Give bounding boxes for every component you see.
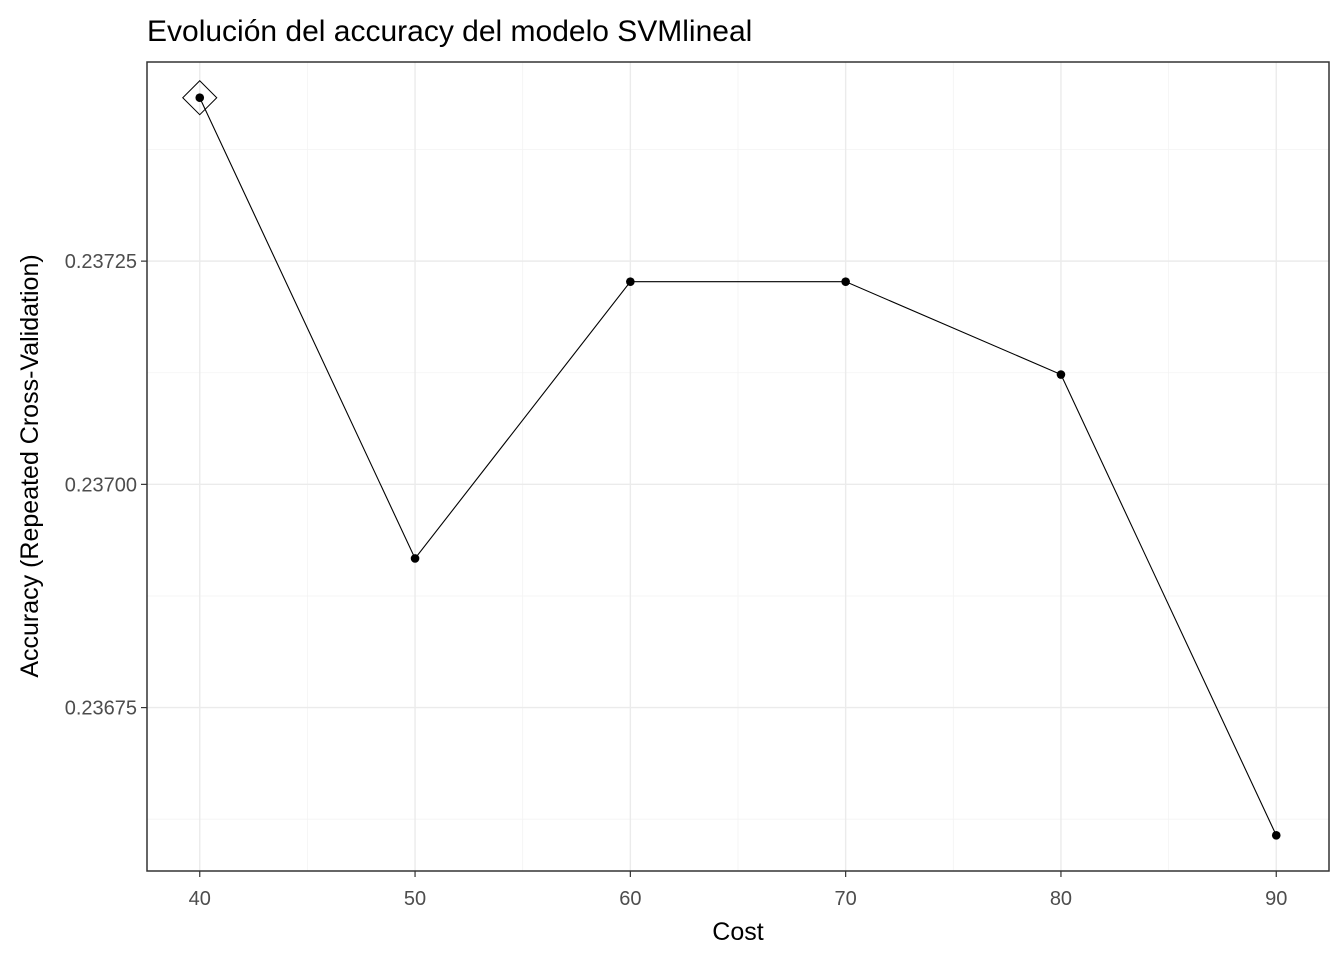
x-tick-label: 70 — [835, 888, 857, 910]
chart-title: Evolución del accuracy del modelo SVMlin… — [147, 15, 752, 48]
grid — [147, 62, 1329, 871]
x-tick-label: 90 — [1265, 888, 1287, 910]
y-tick-label: 0.23725 — [65, 251, 137, 273]
data-point — [1056, 370, 1066, 379]
y-tick-label: 0.23675 — [65, 698, 137, 720]
x-tick-label: 50 — [404, 888, 426, 910]
x-axis-title: Cost — [712, 918, 763, 946]
data-point — [410, 554, 420, 563]
y-tick-label: 0.23700 — [65, 474, 137, 496]
y-axis-title: Accuracy (Repeated Cross-Validation) — [16, 254, 44, 677]
data-point — [1271, 830, 1281, 840]
data-point — [195, 93, 205, 103]
data-point — [626, 277, 635, 286]
x-tick-label: 80 — [1050, 888, 1072, 910]
data-point — [841, 277, 850, 286]
panel-border — [146, 61, 1330, 872]
x-tick-label: 60 — [619, 888, 641, 910]
series-line — [199, 97, 1277, 836]
axes: 40 50 60 70 80 90 0.23675 0.23700 0.23725 — [65, 251, 1288, 910]
x-tick-label: 40 — [189, 888, 211, 910]
series-layer — [182, 80, 1281, 840]
best-diamond-marker — [182, 80, 218, 116]
